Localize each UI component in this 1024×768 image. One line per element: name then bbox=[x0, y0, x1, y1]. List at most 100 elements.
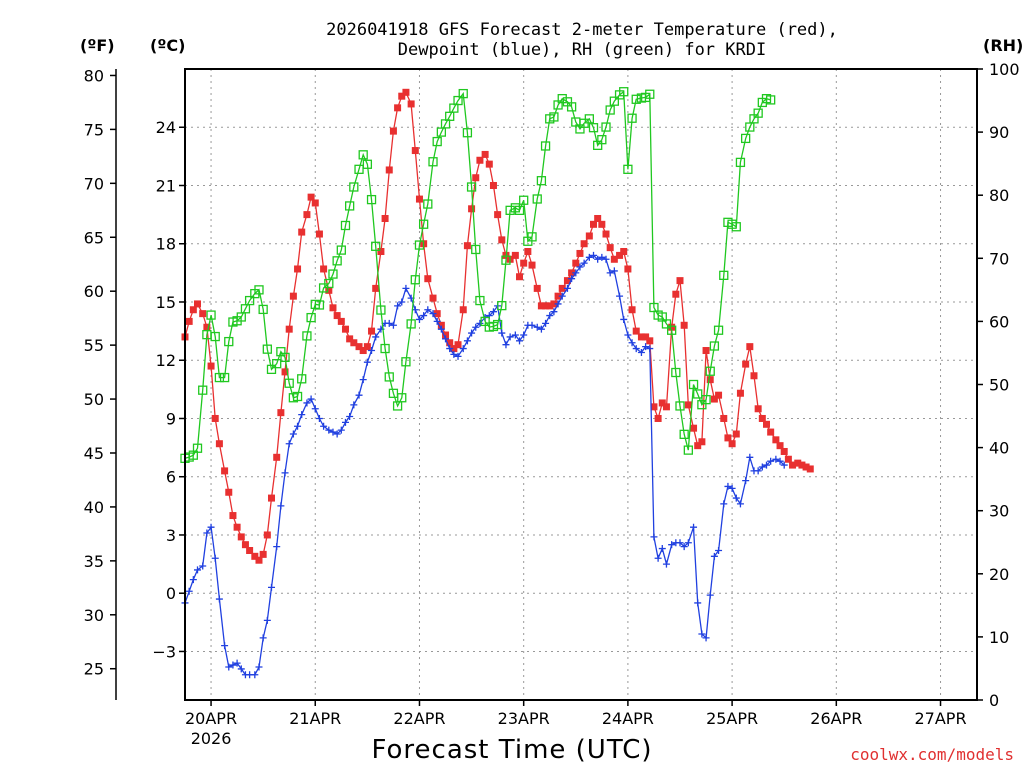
rh-point bbox=[588, 123, 599, 133]
rh-point bbox=[254, 285, 264, 295]
series-dewpoint bbox=[181, 251, 788, 679]
chart-title-line2: Dewpoint (blue), RH (green) for KRDI bbox=[398, 40, 766, 60]
rh-point bbox=[527, 232, 537, 242]
temperature-point bbox=[784, 455, 792, 463]
temperature-point bbox=[610, 255, 618, 263]
dewpoint-point bbox=[459, 345, 467, 353]
temperature-point bbox=[694, 442, 702, 450]
rh-tick-label: 0 bbox=[989, 691, 999, 710]
rh-tick-label: 60 bbox=[989, 312, 1009, 331]
rh-point bbox=[492, 319, 503, 330]
rh-point bbox=[549, 112, 559, 122]
rh-point bbox=[619, 87, 629, 97]
rh-point bbox=[371, 241, 381, 251]
dewpoint-point bbox=[263, 616, 271, 624]
temperature-point bbox=[398, 92, 406, 100]
temperature-point bbox=[802, 463, 810, 471]
rh-point bbox=[557, 94, 567, 104]
temperature-point bbox=[251, 552, 259, 560]
celsius-tick-label: 24 bbox=[156, 118, 176, 137]
temperature-point bbox=[516, 273, 524, 281]
fahrenheit-tick-label: 30 bbox=[84, 606, 104, 625]
rh-point bbox=[753, 108, 763, 118]
temperature-point bbox=[229, 512, 237, 520]
dewpoint-point bbox=[720, 500, 728, 508]
temperature-point bbox=[476, 156, 484, 164]
rh-point bbox=[214, 372, 225, 383]
temperature-point bbox=[606, 244, 614, 252]
dewpoint-point bbox=[298, 411, 306, 419]
temperature-point bbox=[702, 347, 710, 355]
dewpoint-point bbox=[506, 333, 514, 341]
dewpoint-point bbox=[454, 352, 462, 360]
temperature-point bbox=[650, 403, 658, 411]
dewpoint-point bbox=[307, 395, 315, 403]
rh-point bbox=[631, 94, 641, 104]
rh-point bbox=[423, 199, 433, 209]
dewpoint-point bbox=[637, 348, 645, 356]
temperature-point bbox=[194, 300, 202, 308]
dewpoint-point bbox=[446, 345, 454, 353]
celsius-tick-label: 12 bbox=[156, 351, 176, 370]
temperature-point bbox=[303, 211, 311, 219]
rh-tick-label: 70 bbox=[989, 249, 1009, 268]
dewpoint-point bbox=[568, 275, 576, 283]
rh-point bbox=[693, 389, 703, 399]
dewpoint-point bbox=[511, 331, 519, 339]
temperature-point bbox=[511, 251, 519, 259]
temperature-point bbox=[237, 533, 245, 541]
dewpoint-point bbox=[654, 554, 662, 562]
rh-point bbox=[362, 159, 373, 169]
temperature-point bbox=[255, 556, 263, 564]
x-tick-label: 27APR bbox=[914, 709, 966, 728]
temperature-point bbox=[446, 339, 454, 347]
rh-point bbox=[731, 222, 741, 232]
temperature-point bbox=[654, 414, 662, 422]
temperature-point bbox=[580, 240, 588, 248]
celsius-tick-label: 9 bbox=[166, 409, 176, 428]
dewpoint-point bbox=[542, 319, 550, 327]
dewpoint-point bbox=[303, 399, 311, 407]
temperature-point bbox=[646, 337, 654, 345]
rh-point bbox=[380, 343, 390, 354]
rh-point bbox=[358, 150, 368, 160]
celsius-tick-label: 0 bbox=[166, 584, 176, 603]
rh-tick-label: 50 bbox=[989, 376, 1009, 395]
temperature-point bbox=[720, 414, 728, 422]
dewpoint-point bbox=[429, 310, 437, 318]
rh-point bbox=[280, 352, 290, 363]
temperature-point bbox=[798, 461, 806, 469]
dewpoint-point bbox=[502, 341, 510, 349]
temperature-point bbox=[742, 360, 750, 368]
x-tick-label: 26APR bbox=[810, 709, 862, 728]
temperature-point bbox=[211, 414, 219, 422]
dewpoint-point bbox=[606, 269, 614, 277]
dewpoint-point bbox=[402, 284, 410, 292]
dewpoint-point bbox=[624, 331, 632, 339]
temperature-point bbox=[263, 531, 271, 539]
temperature-point bbox=[329, 304, 337, 312]
rh-point bbox=[609, 96, 619, 106]
dewpoint-point bbox=[315, 414, 323, 422]
rh-point bbox=[679, 429, 689, 439]
fahrenheit-tick-label: 60 bbox=[84, 282, 104, 301]
temperature-point bbox=[684, 401, 692, 409]
rh-point bbox=[645, 89, 655, 99]
rh-point bbox=[302, 331, 312, 341]
dewpoint-point bbox=[489, 308, 497, 316]
temperature-point bbox=[454, 341, 462, 349]
dewpoint-point bbox=[706, 591, 714, 599]
rh-point bbox=[719, 270, 729, 280]
temperature-point bbox=[732, 430, 740, 438]
temperature-point bbox=[407, 100, 415, 108]
temperature-point bbox=[337, 317, 345, 325]
dewpoint-point bbox=[424, 306, 432, 314]
rh-line bbox=[184, 90, 771, 459]
temperature-point bbox=[233, 523, 241, 531]
dewpoint-point bbox=[341, 418, 349, 426]
fahrenheit-tick-label: 70 bbox=[84, 174, 104, 193]
rh-point bbox=[667, 325, 677, 335]
x-tick-label: 22APR bbox=[393, 709, 445, 728]
temperature-point bbox=[411, 147, 419, 155]
